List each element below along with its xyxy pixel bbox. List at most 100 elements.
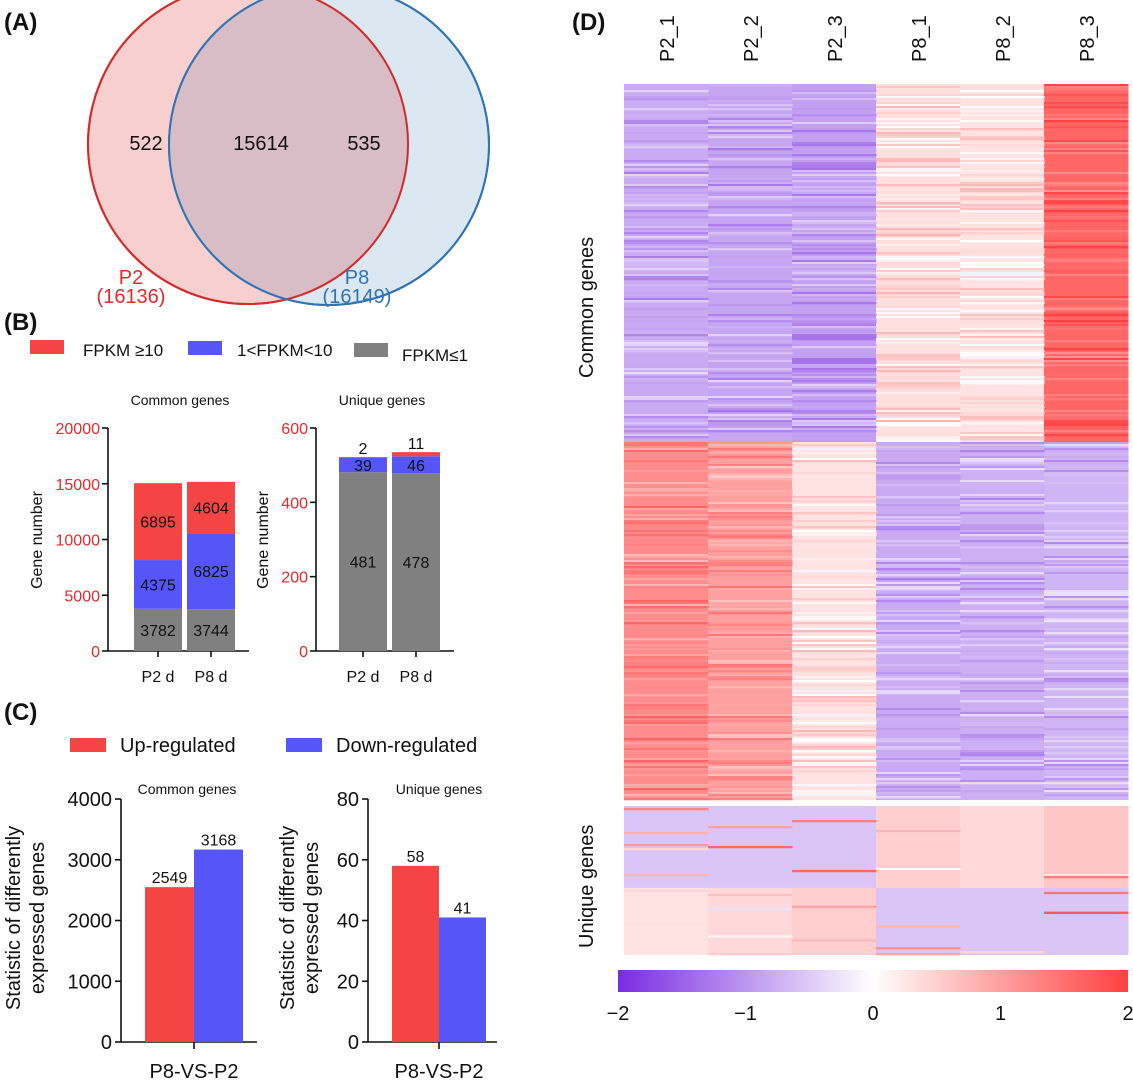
- y-tick-label: 20000: [56, 421, 101, 438]
- heatmap-row-stripe: [1044, 776, 1129, 779]
- heatmap-row-stripe: [876, 330, 961, 333]
- heatmap-row-stripe: [708, 228, 793, 231]
- heatmap-row-stripe: [960, 650, 1045, 653]
- colorbar-tick-label: −1: [734, 1003, 757, 1025]
- heatmap-row-stripe: [792, 570, 877, 573]
- heatmap-row-stripe: [960, 190, 1045, 193]
- heatmap-row-stripe: [624, 344, 709, 347]
- heatmap-row-stripe: [876, 634, 961, 637]
- heatmap-row-stripe: [708, 514, 793, 517]
- heatmap-row-stripe: [624, 674, 709, 677]
- heatmap-row-stripe: [1044, 642, 1129, 645]
- heatmap-row-stripe: [960, 512, 1045, 515]
- bar-segment: [392, 456, 440, 474]
- heatmap-row-stripe: [876, 630, 961, 633]
- heatmap-row-stripe: [792, 540, 877, 543]
- heatmap-row-stripe: [1044, 474, 1129, 477]
- data-label: 11: [408, 436, 425, 453]
- heatmap-row-stripe: [1044, 326, 1129, 329]
- heatmap-row-stripe: [708, 586, 793, 589]
- heatmap-row-stripe: [708, 738, 793, 741]
- heatmap-row-stripe: [792, 522, 877, 525]
- heatmap-row-stripe: [792, 766, 877, 769]
- heatmap-row-stripe: [960, 246, 1045, 249]
- heatmap-row-stripe: [792, 174, 877, 177]
- heatmap-row-stripe: [876, 132, 961, 135]
- heatmap-row-stripe: [624, 572, 709, 575]
- heatmap-row-stripe: [1044, 88, 1129, 91]
- heatmap-row-stripe: [876, 358, 961, 361]
- heatmap-row-stripe: [624, 414, 709, 417]
- heatmap-row-stripe: [876, 600, 961, 603]
- heatmap-row-stripe: [708, 470, 793, 473]
- heatmap-row-stripe: [624, 396, 709, 399]
- heatmap-row-stripe: [708, 506, 793, 509]
- heatmap-row-stripe: [792, 100, 877, 103]
- heatmap-row-stripe: [708, 290, 793, 293]
- heatmap-row-stripe: [1044, 94, 1129, 97]
- heatmap-row-stripe: [708, 734, 793, 737]
- heatmap-row-stripe: [708, 674, 793, 677]
- heatmap-row-stripe: [960, 266, 1045, 269]
- heatmap-row-stripe: [792, 420, 877, 423]
- heatmap-row-stripe: [708, 248, 793, 251]
- heatmap-row-stripe: [960, 782, 1045, 785]
- y-tick-label: 600: [281, 421, 308, 438]
- heatmap-row-stripe: [876, 284, 961, 287]
- heatmap-row-stripe: [1044, 266, 1129, 269]
- heatmap-row-stripe: [792, 314, 877, 317]
- legend-b-swatch-mid: [188, 341, 222, 355]
- heatmap-row-stripe: [624, 198, 709, 201]
- heatmap-row-stripe: [960, 726, 1045, 729]
- heatmap-row-stripe: [792, 92, 877, 95]
- heatmap-row-stripe: [960, 128, 1045, 131]
- heatmap-row-stripe: [708, 530, 793, 533]
- heatmap-row-stripe: [792, 412, 877, 415]
- heatmap-row-stripe: [708, 170, 793, 173]
- heatmap-row-stripe: [876, 492, 961, 495]
- heatmap-row-stripe: [1044, 664, 1129, 667]
- heatmap-row-stripe: [960, 144, 1045, 147]
- heatmap-row-stripe: [876, 436, 961, 439]
- heatmap-row-stripe: [876, 652, 961, 655]
- heatmap-row-stripe: [624, 506, 709, 509]
- heatmap-row-stripe: [960, 582, 1045, 585]
- heatmap-cell-block: [876, 806, 961, 888]
- heatmap-row-stripe: [792, 234, 877, 237]
- heatmap-row-stripe: [708, 510, 793, 513]
- heatmap-row-stripe: [792, 792, 877, 795]
- heatmap-row-stripe: [708, 360, 793, 363]
- heatmap-row-stripe: [960, 174, 1045, 177]
- heatmap-row-stripe: [876, 500, 961, 503]
- heatmap-row-stripe: [792, 346, 877, 349]
- colorbar-tick-label: 1: [995, 1003, 1006, 1025]
- heatmap-row-stripe: [1044, 182, 1129, 185]
- heatmap-row-stripe: [708, 326, 793, 329]
- heatmap-cell-block: [876, 887, 961, 955]
- heatmap-row-stripe: [1044, 414, 1129, 417]
- heatmap-row-stripe: [792, 114, 877, 117]
- heatmap-row-stripe: [876, 144, 961, 147]
- heatmap-row-stripe: [708, 166, 793, 169]
- heatmap-row-stripe: [960, 458, 1045, 461]
- heatmap-row-stripe: [624, 796, 709, 799]
- heatmap-row-stripe: [708, 494, 793, 497]
- heatmap-row-stripe: [1044, 410, 1129, 413]
- heatmap-row-stripe: [708, 512, 793, 515]
- heatmap-row-stripe: [792, 444, 877, 447]
- heatmap-row-stripe: [708, 414, 793, 417]
- heatmap-row-stripe: [624, 236, 709, 239]
- heatmap-row-stripe: [708, 410, 793, 413]
- heatmap-row-stripe: [960, 334, 1045, 337]
- heatmap-row-stripe: [792, 905, 877, 908]
- heatmap-row-stripe: [876, 690, 961, 693]
- legend-c-swatch-up: [70, 738, 106, 752]
- heatmap-row-stripe: [1044, 424, 1129, 427]
- heatmap-row-stripe: [1044, 546, 1129, 549]
- heatmap-row-stripe: [876, 342, 961, 345]
- heatmap-column-label: P8_1: [909, 15, 931, 62]
- heatmap-row-stripe: [1044, 460, 1129, 463]
- heatmap-row-stripe: [792, 240, 877, 243]
- heatmap-row-stripe: [708, 632, 793, 635]
- heatmap-row-stripe: [624, 250, 709, 253]
